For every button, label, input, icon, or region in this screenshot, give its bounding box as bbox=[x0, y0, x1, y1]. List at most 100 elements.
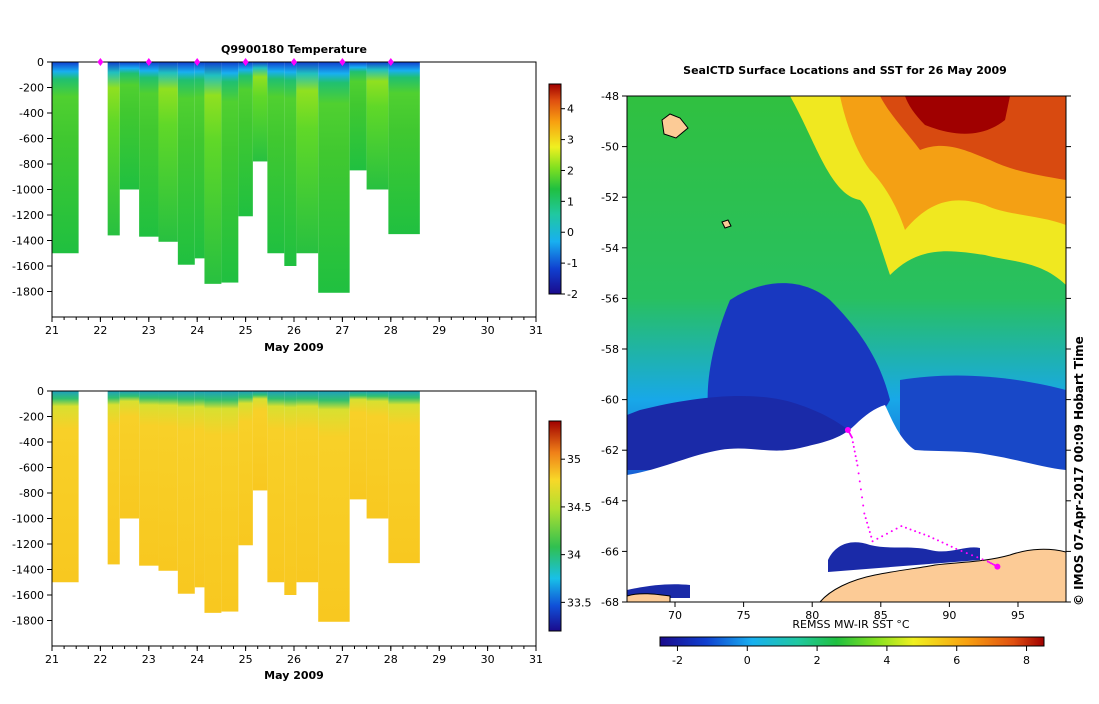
salinity-x-tick-label: 27 bbox=[335, 653, 349, 666]
antarctica-land bbox=[819, 548, 1066, 602]
seal-track-point bbox=[904, 526, 907, 529]
polynya-band bbox=[828, 542, 980, 572]
seal-track-point bbox=[868, 531, 871, 534]
salinity-x-tick-label: 22 bbox=[93, 653, 107, 666]
seal-track-point bbox=[918, 531, 921, 534]
profile-marker bbox=[194, 58, 201, 66]
map-y-tick-label: -66 bbox=[601, 545, 619, 558]
salinity-profile bbox=[296, 391, 319, 583]
sst-colorbar-tick-label: 2 bbox=[814, 654, 821, 667]
temperature-x-tick-label: 27 bbox=[335, 324, 349, 337]
temperature-colorbar-tick-label: -1 bbox=[567, 257, 578, 270]
seal-track-point bbox=[876, 537, 879, 540]
map-x-tick-label: 85 bbox=[874, 609, 888, 622]
salinity-profile bbox=[204, 391, 222, 613]
temperature-x-tick-label: 29 bbox=[432, 324, 446, 337]
temperature-y-tick-label: -200 bbox=[19, 82, 44, 95]
salinity-x-tick-label: 31 bbox=[529, 653, 543, 666]
salinity-profile bbox=[177, 391, 195, 594]
map-x-tick-label: 95 bbox=[1011, 609, 1025, 622]
temperature-y-tick-label: -600 bbox=[19, 133, 44, 146]
profile-marker bbox=[387, 58, 394, 66]
seal-track-point bbox=[857, 472, 860, 475]
salinity-y-tick-label: -1200 bbox=[12, 538, 44, 551]
temperature-profile bbox=[221, 62, 239, 283]
seal-track-point bbox=[870, 535, 873, 538]
temperature-profile bbox=[52, 62, 79, 254]
salinity-colorbar-tick-label: 34 bbox=[567, 549, 581, 562]
map-title: SealCTD Surface Locations and SST for 26… bbox=[683, 64, 1007, 77]
seal-track-point bbox=[927, 535, 930, 538]
salinity-y-tick-label: -200 bbox=[19, 411, 44, 424]
profile-marker bbox=[291, 58, 297, 66]
salinity-profile bbox=[318, 391, 350, 622]
salinity-profile bbox=[158, 391, 178, 571]
temperature-y-tick-label: -1400 bbox=[12, 235, 44, 248]
temperature-profile bbox=[139, 62, 159, 237]
map-y-tick-label: -60 bbox=[601, 394, 619, 407]
map-y-tick-label: -68 bbox=[601, 596, 619, 609]
seal-track-point bbox=[881, 535, 884, 538]
profile-marker bbox=[145, 58, 152, 66]
salinity-y-tick-label: -400 bbox=[19, 436, 44, 449]
temperature-profile bbox=[284, 62, 297, 266]
map-x-tick-label: 75 bbox=[737, 609, 751, 622]
seal-track-point bbox=[950, 545, 953, 548]
seal-track-point bbox=[895, 527, 898, 530]
salinity-section-panel: 0 -200 -400 -600 -800 -1000 -1200 -1400 -1600 -18… bbox=[12, 385, 591, 682]
temperature-profile bbox=[318, 62, 350, 293]
temperature-profile bbox=[107, 62, 120, 236]
seal-track-point bbox=[936, 539, 939, 542]
salinity-x-tick-label: 29 bbox=[432, 653, 446, 666]
salinity-colorbar-tick-label: 34.5 bbox=[567, 501, 592, 514]
temperature-colorbar-tick-label: 1 bbox=[567, 195, 574, 208]
credit-text: © IMOS 07-Apr-2017 00:09 Hobart Time bbox=[1072, 336, 1086, 606]
salinity-x-tick-label: 23 bbox=[142, 653, 156, 666]
salinity-profile bbox=[388, 391, 420, 564]
temperature-x-tick-label: 28 bbox=[384, 324, 398, 337]
salinity-y-tick-label: -1800 bbox=[12, 615, 44, 628]
sst-map-panel: SealCTD Surface Locations and SST for 26… bbox=[601, 64, 1071, 667]
temperature-profile bbox=[194, 62, 205, 259]
seal-track-point bbox=[890, 530, 893, 533]
seal-track-point bbox=[885, 532, 888, 535]
temperature-profile bbox=[296, 62, 319, 254]
seal-track-point bbox=[852, 445, 855, 448]
map-y-tick-label: -62 bbox=[601, 444, 619, 457]
temperature-profile bbox=[349, 62, 367, 171]
map-y-tick-label: -52 bbox=[601, 191, 619, 204]
salinity-x-tick-label: 30 bbox=[481, 653, 495, 666]
sst-colorbar-tick-label: 8 bbox=[1023, 654, 1030, 667]
temperature-x-tick-label: 23 bbox=[142, 324, 156, 337]
temperature-y-tick-label: -400 bbox=[19, 107, 44, 120]
seal-track-point bbox=[864, 517, 867, 520]
seal-track-point bbox=[909, 528, 912, 531]
salinity-profile bbox=[119, 391, 140, 519]
temperature-x-tick-label: 24 bbox=[190, 324, 204, 337]
seal-track-point bbox=[861, 496, 864, 499]
temperature-title: Q9900180 Temperature bbox=[221, 43, 367, 56]
temperature-colorbar-tick-label: 2 bbox=[567, 164, 574, 177]
temperature-y-tick-label: -1800 bbox=[12, 286, 44, 299]
seal-track-point bbox=[863, 512, 866, 515]
temperature-y-tick-label: -1600 bbox=[12, 260, 44, 273]
seal-track-point bbox=[976, 556, 979, 559]
salinity-profile bbox=[139, 391, 159, 566]
sst-colorbar-tick-label: 0 bbox=[744, 654, 751, 667]
temperature-x-tick-label: 30 bbox=[481, 324, 495, 337]
salinity-profile bbox=[194, 391, 205, 588]
salinity-profile bbox=[221, 391, 239, 612]
sst-colorbar-label: REMSS MW-IR SST °C bbox=[792, 618, 910, 631]
map-x-tick-label: 90 bbox=[942, 609, 956, 622]
seal-track-point bbox=[960, 549, 963, 552]
temperature-profile bbox=[158, 62, 178, 242]
seal-track-point bbox=[862, 504, 865, 507]
map-x-tick-label: 80 bbox=[805, 609, 819, 622]
salinity-profile bbox=[107, 391, 120, 565]
seal-track-point bbox=[923, 533, 926, 536]
temperature-colorbar bbox=[548, 83, 562, 295]
salinity-profile bbox=[252, 391, 268, 491]
salinity-y-tick-label: -1400 bbox=[12, 564, 44, 577]
salinity-x-tick-label: 28 bbox=[384, 653, 398, 666]
